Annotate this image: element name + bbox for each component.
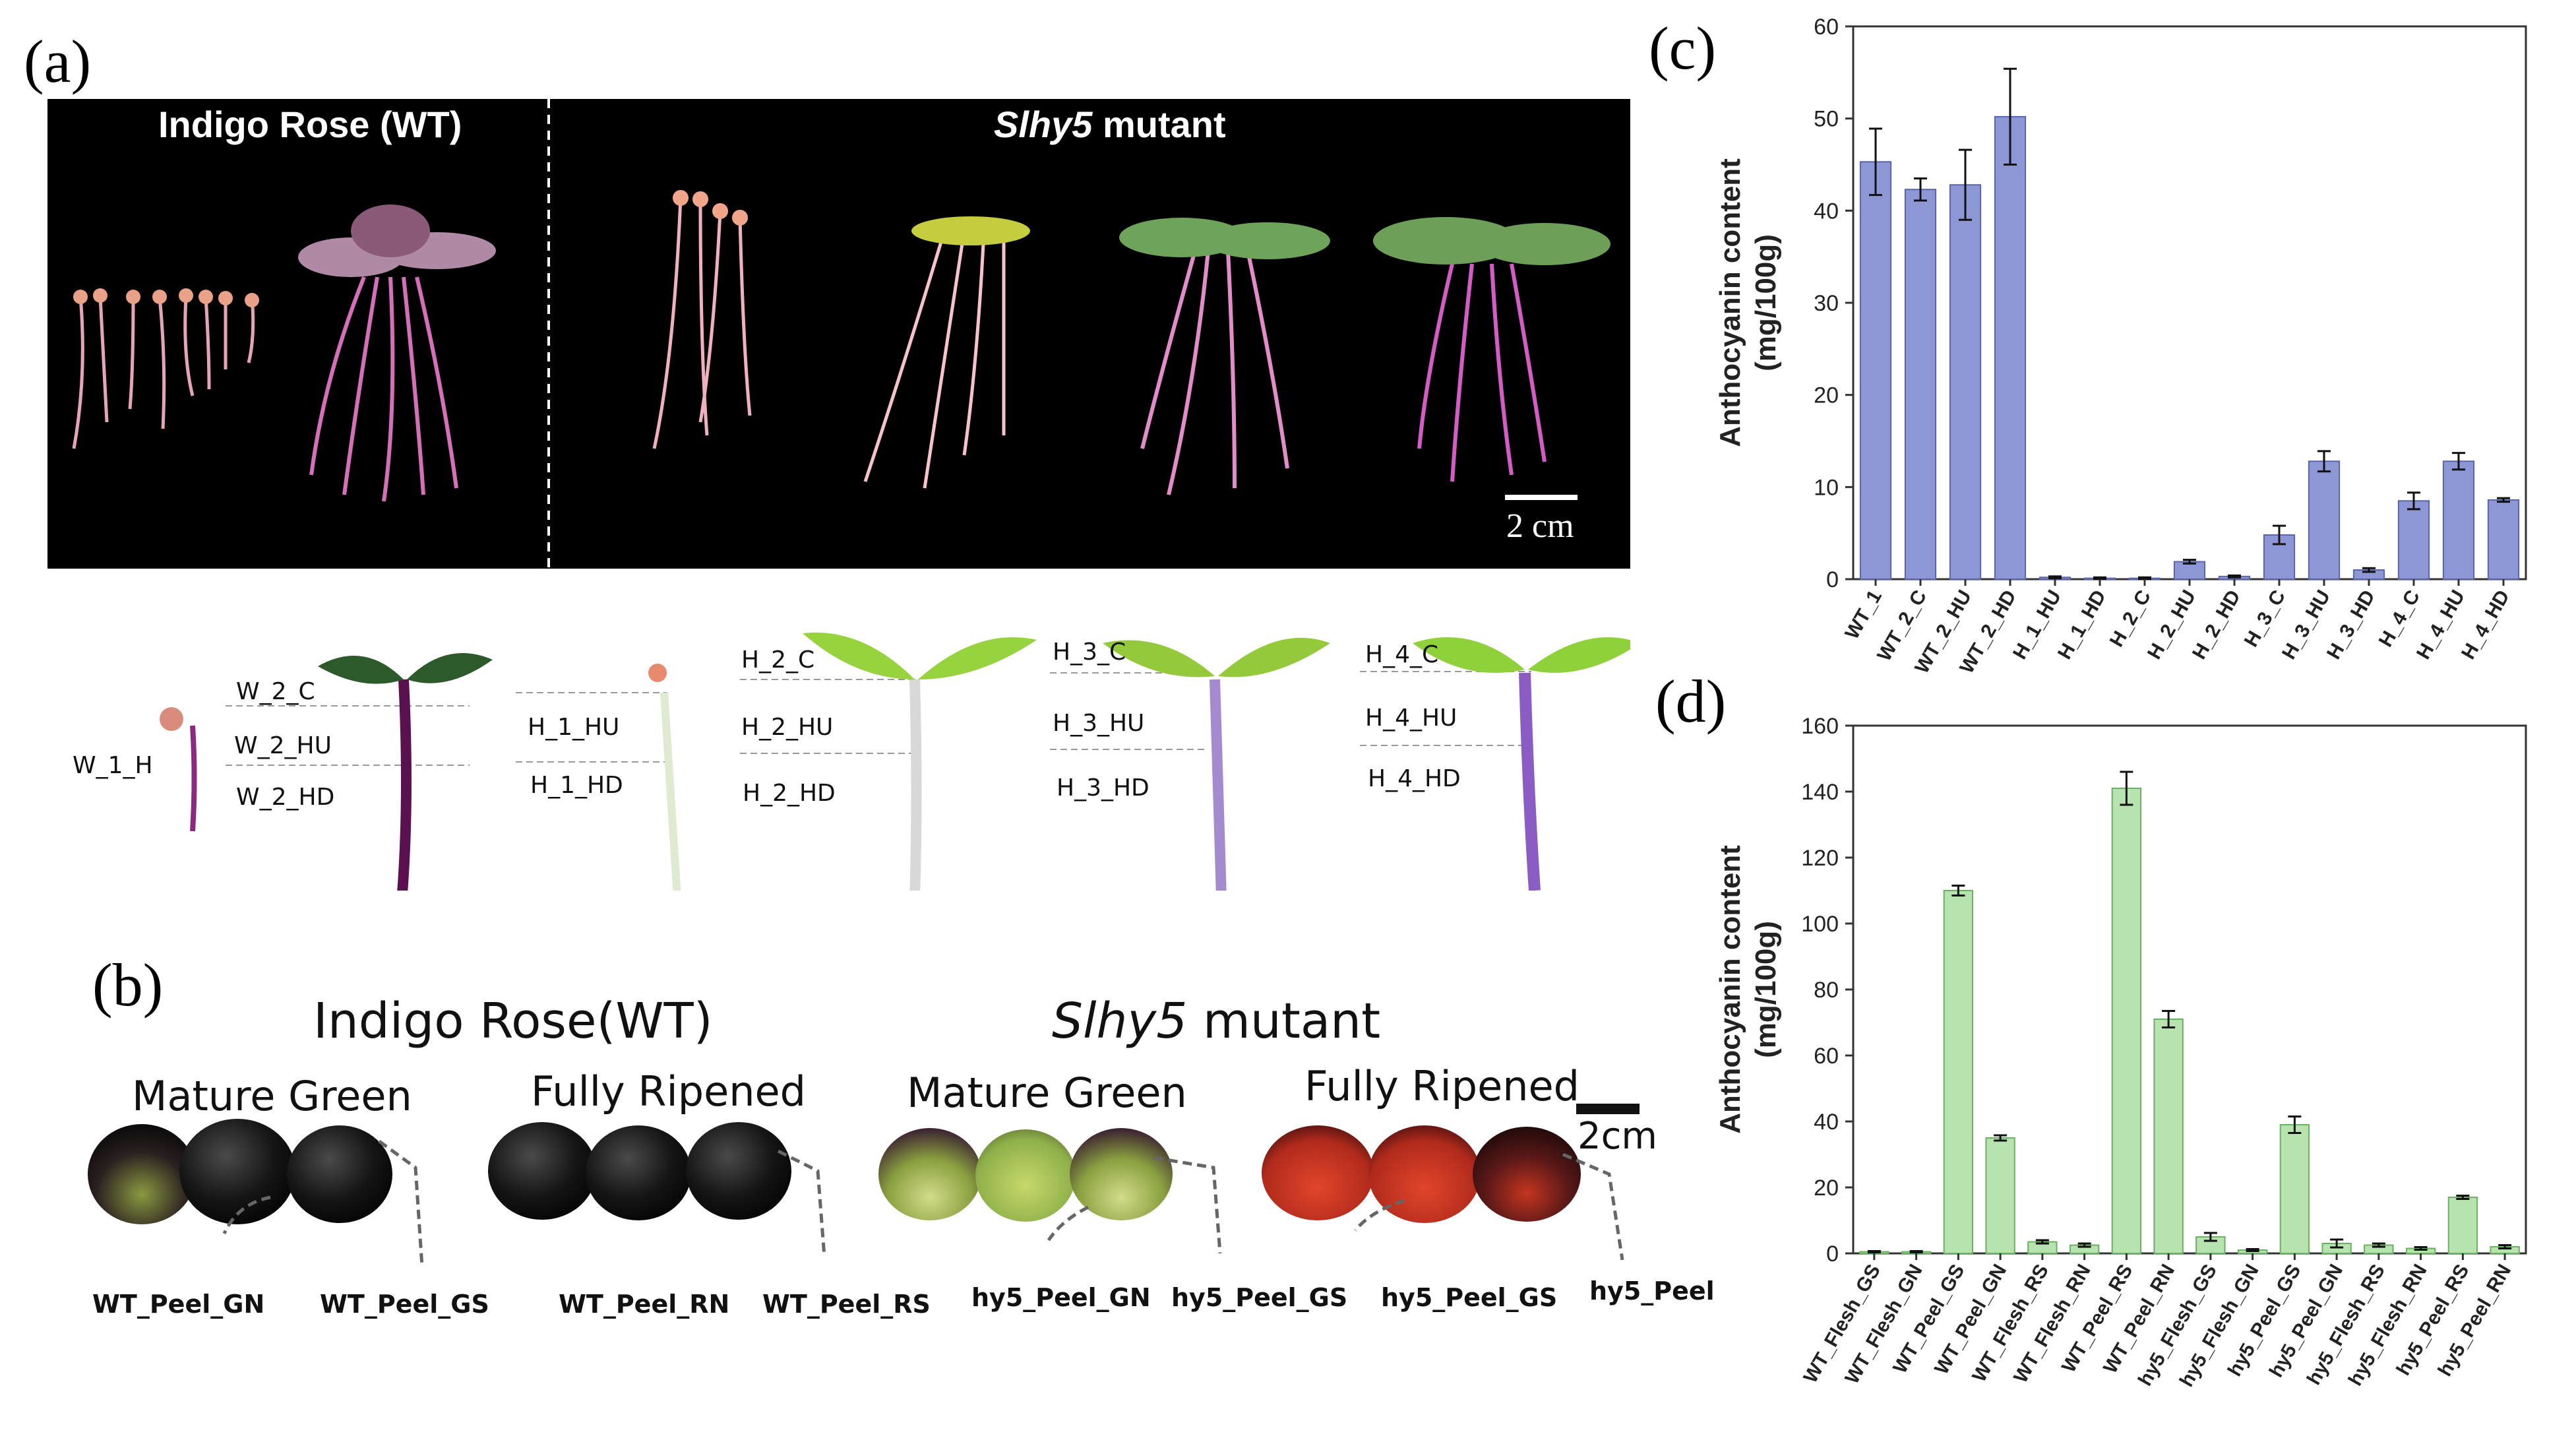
fruit-mutant-gene: Slhy5	[1052, 993, 1188, 1050]
fruit-label-2: WT_Peel_GS	[320, 1290, 489, 1319]
label-h3hu: H_3_HU	[1053, 710, 1145, 737]
y-tick-label: 20	[1814, 1176, 1839, 1201]
y-axis-label-line1: Anthocyanin content	[1714, 158, 1746, 447]
label-w2c: W_2_C	[236, 678, 315, 705]
stage-mg-mut: Mature Green	[907, 1069, 1187, 1117]
label-h3hd: H_3_HD	[1057, 774, 1150, 802]
x-tick-label: H_4_C	[2375, 586, 2424, 650]
y-tick-label: 120	[1801, 846, 1839, 871]
bar	[1904, 189, 1937, 580]
y-axis-label-line2: (mg/100g)	[1750, 234, 1782, 371]
bar	[2308, 460, 2341, 581]
y-tick-label: 30	[1814, 291, 1839, 316]
seedling-segment-diagram	[160, 632, 1630, 891]
mutant-gene-name: Slhy5	[994, 104, 1093, 145]
wt-photo-title: Indigo Rose (WT)	[158, 104, 462, 145]
bar	[1994, 115, 2027, 580]
fruit-label-8: hy5_Peel	[1589, 1276, 1715, 1305]
stage-mg-wt: Mature Green	[132, 1072, 412, 1120]
fruit-label-6: hy5_Peel_GS	[1171, 1283, 1348, 1312]
bar	[2442, 460, 2475, 581]
seedling-photo: Indigo Rose (WT) Slhy5 mutant	[47, 99, 1630, 569]
label-w1h: W_1_H	[73, 752, 153, 779]
fruit-label-7: hy5_Peel_GS	[1381, 1283, 1558, 1312]
x-tick-label: WT_1	[1841, 586, 1886, 643]
x-tick-label: H_3_C	[2240, 586, 2290, 650]
y-tick-label: 0	[1826, 1242, 1839, 1267]
y-tick-label: 140	[1801, 780, 1839, 805]
stage-fr-mut: Fully Ripened	[1304, 1062, 1580, 1110]
fruit-scale-bar-label: 2cm	[1578, 1115, 1657, 1158]
bar	[1949, 184, 1982, 580]
y-tick-label: 20	[1814, 383, 1839, 408]
y-tick-label: 60	[1814, 1044, 1839, 1069]
label-h1hu: H_1_HU	[528, 714, 620, 741]
fruit-mutant-suffix: mutant	[1187, 993, 1381, 1050]
seedling-illustration	[72, 99, 1610, 569]
bar	[1985, 1137, 2015, 1254]
panel-label-b: (b)	[92, 951, 164, 1019]
fruit-illustration	[88, 1104, 1640, 1267]
panel-label-a: (a)	[24, 28, 92, 95]
bar	[1943, 890, 1974, 1254]
panel-label-c: (c)	[1649, 15, 1717, 82]
y-tick-label: 100	[1801, 912, 1839, 937]
label-w2hu: W_2_HU	[234, 732, 332, 759]
label-w2hd: W_2_HD	[236, 784, 335, 811]
y-tick-label: 0	[1826, 567, 1839, 592]
bar	[1859, 161, 1892, 580]
chart-c: 0102030405060WT_1WT_2_CWT_2_HUWT_2_HDH_1…	[1714, 15, 2527, 673]
bar	[2279, 1124, 2310, 1254]
label-h2hu: H_2_HU	[741, 714, 834, 741]
label-h3c: H_3_C	[1053, 639, 1126, 666]
bar	[2397, 500, 2430, 580]
y-tick-label: 50	[1814, 107, 1839, 132]
photo-scale-bar-label: 2 cm	[1506, 507, 1574, 545]
label-h4hu: H_4_HU	[1365, 705, 1457, 732]
label-h4c: H_4_C	[1365, 641, 1439, 668]
fruit-label-1: WT_Peel_GN	[92, 1290, 265, 1319]
stage-fr-wt: Fully Ripened	[531, 1067, 807, 1116]
bar	[2487, 499, 2520, 580]
label-h2c: H_2_C	[741, 646, 815, 674]
label-h4hd: H_4_HD	[1368, 765, 1461, 792]
bar	[2447, 1197, 2478, 1254]
x-tick-label: H_2_C	[2106, 586, 2155, 650]
fruit-mutant-heading: Slhy5 mutant	[1052, 993, 1380, 1050]
y-tick-label: 10	[1814, 475, 1839, 500]
y-tick-label: 80	[1814, 978, 1839, 1003]
mutant-suffix: mutant	[1092, 104, 1226, 145]
y-tick-label: 60	[1814, 15, 1839, 40]
bar	[2111, 788, 2142, 1254]
fruit-label-3: WT_Peel_RN	[559, 1290, 730, 1319]
y-tick-label: 160	[1801, 714, 1839, 739]
y-axis-label-line1: Anthocyanin content	[1714, 845, 1746, 1134]
bar	[2153, 1019, 2184, 1254]
y-tick-label: 40	[1814, 199, 1839, 224]
y-axis-label-line2: (mg/100g)	[1750, 921, 1782, 1058]
mutant-photo-title: Slhy5 mutant	[994, 103, 1226, 146]
label-h1hd: H_1_HD	[530, 772, 623, 799]
y-tick-label: 40	[1814, 1110, 1839, 1135]
panel-label-d: (d)	[1655, 668, 1727, 735]
chart-d: 020406080100120140160WT_Flesh_GSWT_Flesh…	[1714, 714, 2527, 1391]
fruit-label-5: hy5_Peel_GN	[971, 1283, 1151, 1312]
fruit-label-4: WT_Peel_RS	[762, 1290, 931, 1319]
fruit-wt-heading: Indigo Rose(WT)	[313, 993, 713, 1050]
label-h2hd: H_2_HD	[743, 780, 836, 807]
